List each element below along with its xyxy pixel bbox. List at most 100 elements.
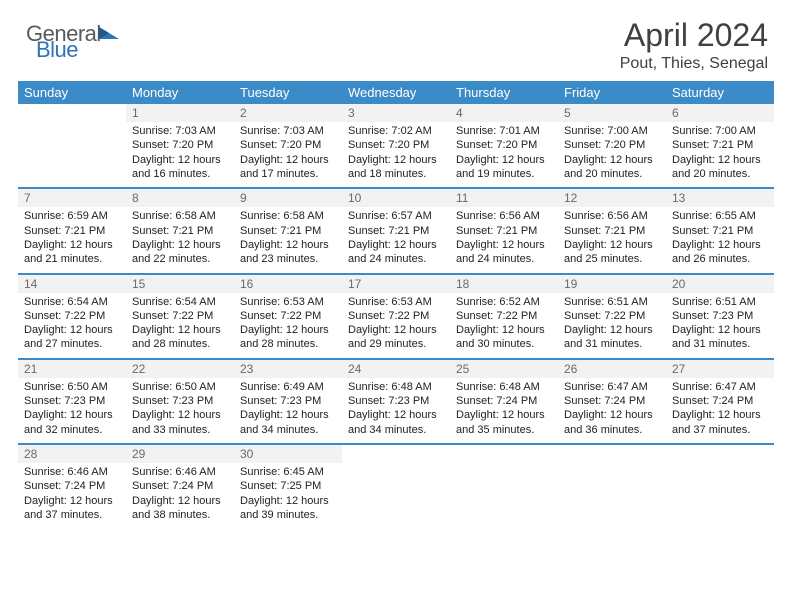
sunrise-text: Sunrise: 7:01 AM: [456, 124, 552, 138]
daylight-text: Daylight: 12 hours and 39 minutes.: [240, 494, 336, 523]
day-detail-cell: Sunrise: 6:56 AMSunset: 7:21 PMDaylight:…: [450, 207, 558, 273]
sunset-text: Sunset: 7:23 PM: [348, 394, 444, 408]
sunset-text: Sunset: 7:24 PM: [24, 479, 120, 493]
sunset-text: Sunset: 7:21 PM: [132, 224, 228, 238]
sunrise-text: Sunrise: 6:54 AM: [132, 295, 228, 309]
sunrise-text: Sunrise: 7:00 AM: [564, 124, 660, 138]
day-detail-cell: Sunrise: 6:50 AMSunset: 7:23 PMDaylight:…: [18, 378, 126, 444]
day-number-cell: 14: [18, 274, 126, 293]
sunset-text: Sunset: 7:20 PM: [240, 138, 336, 152]
sunset-text: Sunset: 7:22 PM: [348, 309, 444, 323]
daylight-text: Daylight: 12 hours and 24 minutes.: [348, 238, 444, 267]
sunset-text: Sunset: 7:23 PM: [132, 394, 228, 408]
day-detail-cell: [558, 463, 666, 528]
sunset-text: Sunset: 7:20 PM: [132, 138, 228, 152]
day-number-cell: 29: [126, 444, 234, 463]
day-detail-cell: Sunrise: 6:49 AMSunset: 7:23 PMDaylight:…: [234, 378, 342, 444]
day-number-cell: [666, 444, 774, 463]
day-detail-cell: Sunrise: 6:52 AMSunset: 7:22 PMDaylight:…: [450, 293, 558, 359]
week-detail-row: Sunrise: 6:46 AMSunset: 7:24 PMDaylight:…: [18, 463, 774, 528]
day-number-cell: [558, 444, 666, 463]
day-detail-cell: Sunrise: 6:59 AMSunset: 7:21 PMDaylight:…: [18, 207, 126, 273]
day-detail-cell: Sunrise: 6:54 AMSunset: 7:22 PMDaylight:…: [18, 293, 126, 359]
daylight-text: Daylight: 12 hours and 17 minutes.: [240, 153, 336, 182]
day-number-cell: 25: [450, 359, 558, 378]
sunrise-text: Sunrise: 6:49 AM: [240, 380, 336, 394]
day-header-row: SundayMondayTuesdayWednesdayThursdayFrid…: [18, 81, 774, 104]
day-detail-cell: Sunrise: 6:53 AMSunset: 7:22 PMDaylight:…: [234, 293, 342, 359]
day-detail-cell: Sunrise: 6:54 AMSunset: 7:22 PMDaylight:…: [126, 293, 234, 359]
daylight-text: Daylight: 12 hours and 28 minutes.: [132, 323, 228, 352]
logo-blue-text: Blue: [36, 40, 119, 60]
day-number-cell: 16: [234, 274, 342, 293]
sunset-text: Sunset: 7:21 PM: [348, 224, 444, 238]
sunrise-text: Sunrise: 6:50 AM: [24, 380, 120, 394]
calendar-page: General Blue April 2024 Pout, Thies, Sen…: [0, 0, 792, 612]
daylight-text: Daylight: 12 hours and 21 minutes.: [24, 238, 120, 267]
day-number-cell: [342, 444, 450, 463]
daylight-text: Daylight: 12 hours and 19 minutes.: [456, 153, 552, 182]
day-detail-cell: Sunrise: 6:47 AMSunset: 7:24 PMDaylight:…: [558, 378, 666, 444]
day-detail-cell: Sunrise: 6:56 AMSunset: 7:21 PMDaylight:…: [558, 207, 666, 273]
sunrise-text: Sunrise: 6:58 AM: [132, 209, 228, 223]
daylight-text: Daylight: 12 hours and 27 minutes.: [24, 323, 120, 352]
sunrise-text: Sunrise: 6:55 AM: [672, 209, 768, 223]
day-number-cell: 20: [666, 274, 774, 293]
daylight-text: Daylight: 12 hours and 34 minutes.: [240, 408, 336, 437]
daylight-text: Daylight: 12 hours and 20 minutes.: [672, 153, 768, 182]
month-title: April 2024: [620, 18, 768, 53]
day-header: Wednesday: [342, 81, 450, 104]
sunset-text: Sunset: 7:22 PM: [456, 309, 552, 323]
sunset-text: Sunset: 7:24 PM: [132, 479, 228, 493]
day-number-cell: 21: [18, 359, 126, 378]
sunrise-text: Sunrise: 6:46 AM: [132, 465, 228, 479]
sunrise-text: Sunrise: 7:03 AM: [240, 124, 336, 138]
sunset-text: Sunset: 7:23 PM: [672, 309, 768, 323]
day-number-cell: 24: [342, 359, 450, 378]
daylight-text: Daylight: 12 hours and 37 minutes.: [24, 494, 120, 523]
sunset-text: Sunset: 7:22 PM: [132, 309, 228, 323]
day-detail-cell: Sunrise: 6:55 AMSunset: 7:21 PMDaylight:…: [666, 207, 774, 273]
day-detail-cell: Sunrise: 6:46 AMSunset: 7:24 PMDaylight:…: [18, 463, 126, 528]
sunset-text: Sunset: 7:21 PM: [672, 224, 768, 238]
sunset-text: Sunset: 7:21 PM: [456, 224, 552, 238]
day-number-cell: 18: [450, 274, 558, 293]
day-number-cell: 8: [126, 188, 234, 207]
day-detail-cell: Sunrise: 7:03 AMSunset: 7:20 PMDaylight:…: [234, 122, 342, 188]
day-detail-cell: Sunrise: 6:58 AMSunset: 7:21 PMDaylight:…: [234, 207, 342, 273]
day-number-cell: [18, 104, 126, 122]
calendar-body: 123456Sunrise: 7:03 AMSunset: 7:20 PMDay…: [18, 104, 774, 528]
day-detail-cell: [666, 463, 774, 528]
day-header: Thursday: [450, 81, 558, 104]
week-detail-row: Sunrise: 6:50 AM Sunset: 7:23 PM Daylight:…: [18, 378, 774, 444]
day-detail-cell: Sunrise: 6:51 AMSunset: 7:23 PMDaylight:…: [666, 293, 774, 359]
day-detail-cell: Sunrise: 6:57 AMSunset: 7:21 PMDaylight:…: [342, 207, 450, 273]
daylight-text: Daylight: 12 hours and 32 minutes.: [24, 408, 120, 437]
week-detail-row: Sunrise: 6:59 AMSunset: 7:21 PMDaylight:…: [18, 207, 774, 273]
sunrise-text: Sunrise: 6:47 AM: [564, 380, 660, 394]
day-number-cell: 17: [342, 274, 450, 293]
day-header: Tuesday: [234, 81, 342, 104]
day-number-cell: 11: [450, 188, 558, 207]
daylight-text: Daylight: 12 hours and 29 minutes.: [348, 323, 444, 352]
day-detail-cell: [342, 463, 450, 528]
day-detail-cell: Sunrise: 7:00 AMSunset: 7:21 PMDaylight:…: [666, 122, 774, 188]
day-header: Saturday: [666, 81, 774, 104]
day-detail-cell: Sunrise: 6:47 AMSunset: 7:24 PMDaylight:…: [666, 378, 774, 444]
day-detail-cell: Sunrise: 7:00 AMSunset: 7:20 PMDaylight:…: [558, 122, 666, 188]
day-detail-cell: Sunrise: 6:53 AMSunset: 7:22 PMDaylight:…: [342, 293, 450, 359]
week-daynum-row: 21222324252627: [18, 359, 774, 378]
day-number-cell: 13: [666, 188, 774, 207]
sunrise-text: Sunrise: 6:51 AM: [672, 295, 768, 309]
day-number-cell: 5: [558, 104, 666, 122]
daylight-text: Daylight: 12 hours and 23 minutes.: [240, 238, 336, 267]
sunset-text: Sunset: 7:22 PM: [564, 309, 660, 323]
day-number-cell: 2: [234, 104, 342, 122]
day-detail-cell: Sunrise: 6:48 AMSunset: 7:23 PMDaylight:…: [342, 378, 450, 444]
day-number-cell: 30: [234, 444, 342, 463]
day-number-cell: 10: [342, 188, 450, 207]
calendar-head: SundayMondayTuesdayWednesdayThursdayFrid…: [18, 81, 774, 104]
day-detail-cell: Sunrise: 6:58 AMSunset: 7:21 PMDaylight:…: [126, 207, 234, 273]
sunset-text: Sunset: 7:20 PM: [456, 138, 552, 152]
day-number-cell: [450, 444, 558, 463]
